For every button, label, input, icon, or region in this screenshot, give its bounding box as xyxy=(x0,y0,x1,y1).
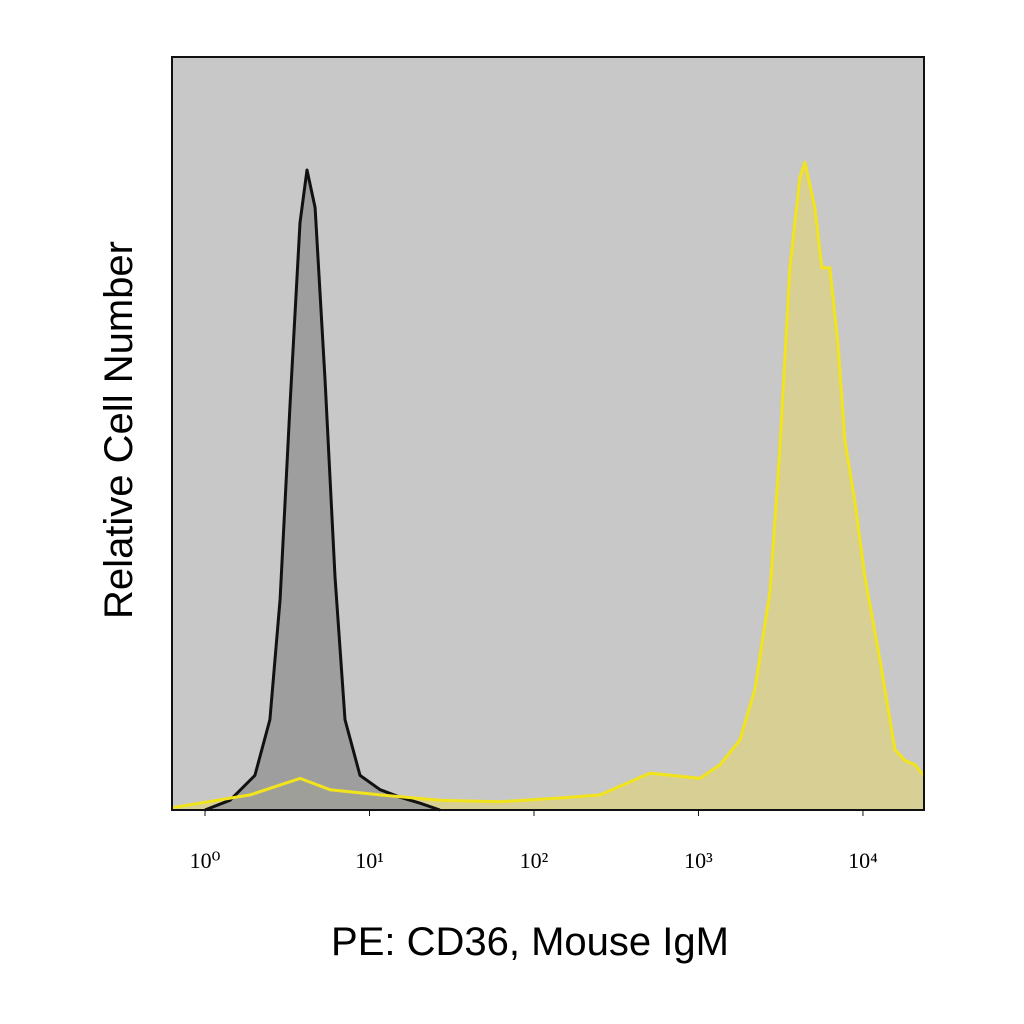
y-axis-title: Relative Cell Number xyxy=(97,241,141,619)
x-axis-title: PE: CD36, Mouse IgM xyxy=(331,920,729,964)
area-fill xyxy=(172,162,924,810)
plot-frame xyxy=(171,56,925,811)
area-line xyxy=(171,160,926,810)
area-line xyxy=(204,168,441,812)
area-fill xyxy=(205,170,440,810)
x-tick-label: 10² xyxy=(520,848,549,873)
x-tick-label: 10⁴ xyxy=(848,848,878,873)
x-tick-label: 10¹ xyxy=(355,848,384,873)
x-tick-label: 10³ xyxy=(684,848,713,873)
x-tick-label: 10⁰ xyxy=(190,848,221,873)
